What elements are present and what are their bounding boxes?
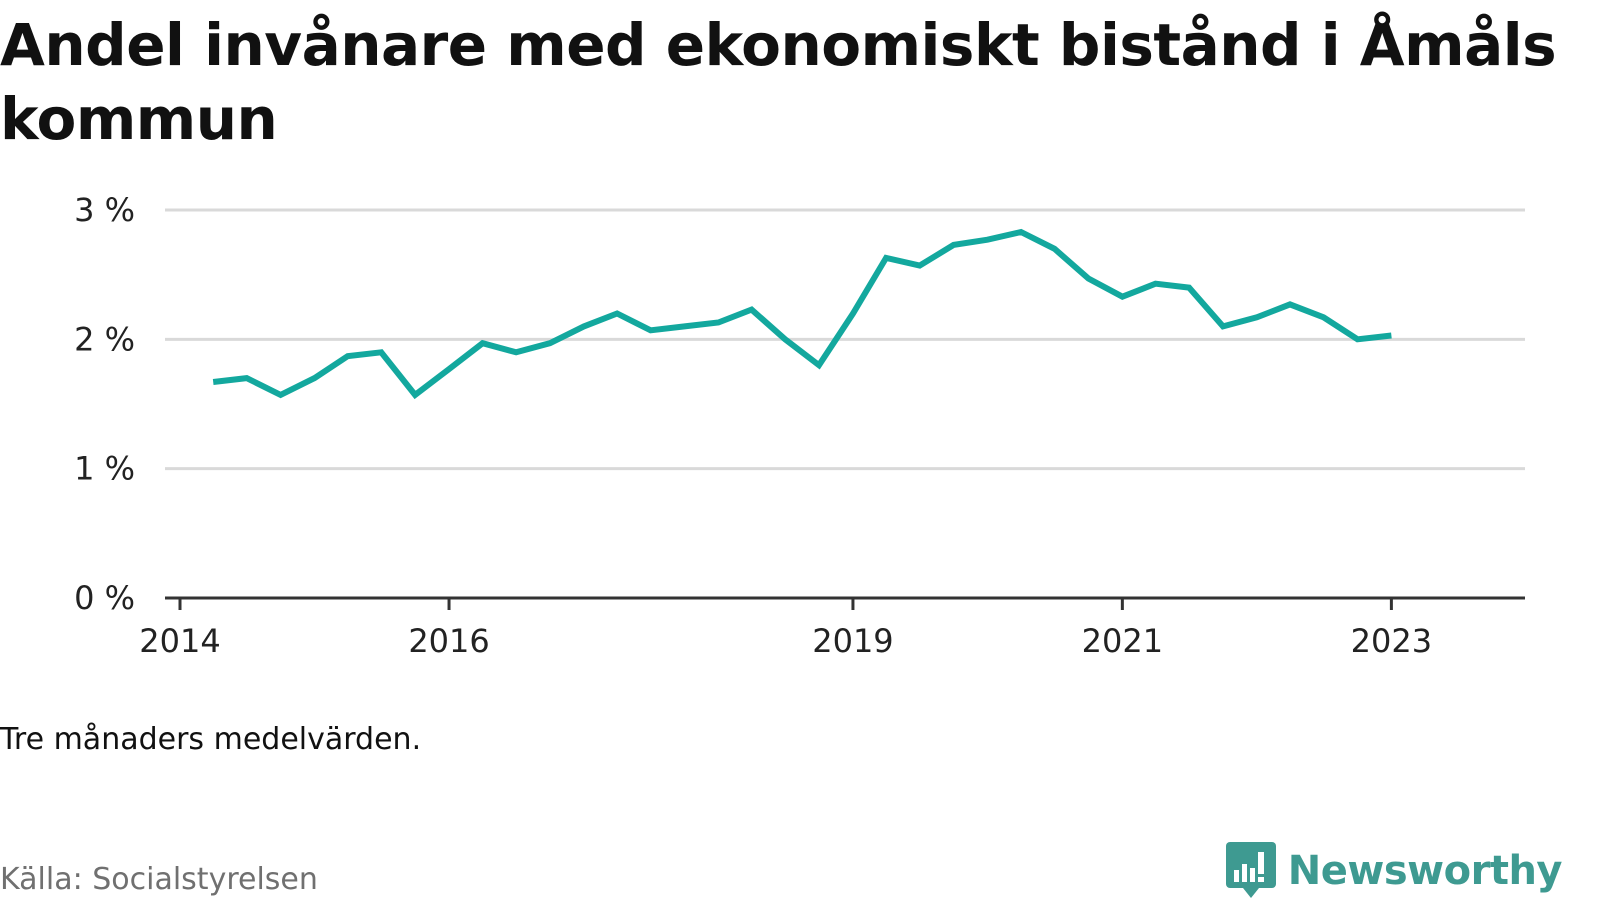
data-point bbox=[917, 263, 923, 269]
gridlines bbox=[165, 208, 1525, 471]
y-axis-labels: 0 % 1 % 2 % 3 % bbox=[74, 191, 135, 617]
x-tick-label-4: 2023 bbox=[1351, 622, 1432, 660]
data-point bbox=[244, 375, 250, 381]
chart-note: Tre månaders medelvärden. bbox=[0, 722, 422, 757]
data-point bbox=[378, 349, 384, 355]
line-chart: 0 % 1 % 2 % 3 % 2014 2016 2019 2021 2023 bbox=[74, 191, 1525, 660]
chart-title: Andel invånare med ekonomiskt bistånd i … bbox=[0, 11, 1557, 153]
source-label: Källa: Socialstyrelsen bbox=[0, 862, 318, 897]
data-point bbox=[581, 323, 587, 329]
x-tick-label-0: 2014 bbox=[139, 622, 220, 660]
data-point bbox=[547, 340, 553, 346]
y-tick-label-3: 3 % bbox=[74, 191, 135, 229]
x-tick-label-3: 2021 bbox=[1082, 622, 1163, 660]
data-point bbox=[816, 362, 822, 368]
y-tick-label-1: 1 % bbox=[74, 450, 135, 488]
data-point bbox=[1119, 294, 1125, 300]
y-tick-label-2: 2 % bbox=[74, 320, 135, 358]
data-point bbox=[614, 311, 620, 317]
data-point bbox=[648, 327, 654, 333]
data-point bbox=[1287, 301, 1293, 307]
data-point bbox=[1254, 314, 1260, 320]
brand-name: Newsworthy bbox=[1287, 848, 1563, 894]
data-point bbox=[1186, 285, 1192, 291]
newsworthy-logo-icon bbox=[1225, 842, 1276, 898]
data-point bbox=[985, 237, 991, 243]
data-point bbox=[345, 353, 351, 359]
data-point bbox=[1321, 314, 1327, 320]
data-point bbox=[1388, 333, 1394, 339]
data-point bbox=[951, 242, 957, 248]
data-point bbox=[1355, 336, 1361, 342]
x-tick-label-2: 2019 bbox=[812, 622, 893, 660]
x-tick-label-1: 2016 bbox=[408, 622, 489, 660]
data-point bbox=[850, 311, 856, 317]
data-point bbox=[278, 392, 284, 398]
data-point bbox=[1220, 323, 1226, 329]
data-point bbox=[1052, 246, 1058, 252]
series-line-0 bbox=[212, 228, 1392, 400]
brand[interactable]: Newsworthy bbox=[1225, 842, 1563, 900]
data-point bbox=[749, 307, 755, 313]
data-point bbox=[1018, 229, 1024, 235]
data-point bbox=[883, 255, 889, 261]
data-point bbox=[1085, 276, 1091, 282]
data-point bbox=[715, 320, 721, 326]
data-point bbox=[480, 340, 486, 346]
data-point bbox=[412, 392, 418, 398]
data-point bbox=[210, 379, 216, 385]
data-point bbox=[446, 366, 452, 372]
data-point bbox=[1153, 281, 1159, 287]
x-axis-ticks: 2014 2016 2019 2021 2023 bbox=[139, 598, 1432, 660]
data-point bbox=[682, 323, 688, 329]
data-point bbox=[782, 336, 788, 342]
y-tick-label-0: 0 % bbox=[74, 579, 135, 617]
data-point bbox=[513, 349, 519, 355]
data-point bbox=[312, 375, 318, 381]
series-layer bbox=[210, 228, 1394, 400]
